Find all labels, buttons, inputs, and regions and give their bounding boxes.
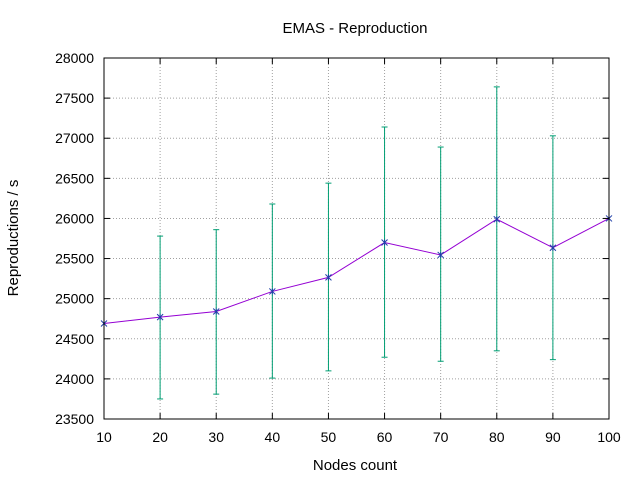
y-tick-label: 26500 xyxy=(55,170,94,186)
data-point xyxy=(381,239,388,246)
error-bars xyxy=(157,86,556,400)
data-point xyxy=(549,244,557,252)
y-tick-label: 26000 xyxy=(55,210,94,226)
x-tick-label: 30 xyxy=(208,429,224,445)
y-axis-label: Reproductions / s xyxy=(5,180,22,297)
x-tick-label: 20 xyxy=(152,429,168,445)
data-point xyxy=(437,251,445,259)
data-point xyxy=(268,288,276,295)
y-tick-label: 23500 xyxy=(55,411,94,427)
data-point xyxy=(212,308,220,315)
series-lines xyxy=(103,218,610,325)
y-tick-label: 24500 xyxy=(55,331,94,347)
y-tick-label: 27000 xyxy=(55,130,94,146)
x-tick-label: 90 xyxy=(545,429,561,445)
y-tick-label: 24000 xyxy=(55,371,94,387)
x-tick-label: 50 xyxy=(321,429,337,445)
data-point xyxy=(493,215,501,223)
y-tick-label: 27500 xyxy=(55,90,94,106)
data-point xyxy=(156,313,164,321)
series-line xyxy=(103,218,610,325)
y-tick-label: 28000 xyxy=(55,50,94,66)
y-tick-labels: 23500 24000 24500 25000 25500 26000 26500 27000… xyxy=(55,50,94,427)
data-markers xyxy=(100,215,613,327)
x-tick-label: 10 xyxy=(96,429,112,445)
x-axis-label: Nodes count xyxy=(313,457,398,474)
chart-title: EMAS - Reproduction xyxy=(282,20,427,37)
x-tick-label: 40 xyxy=(265,429,281,445)
x-tick-labels: 10 20 30 40 50 60 70 80 90 100 xyxy=(96,429,621,445)
x-tick-label: 60 xyxy=(377,429,393,445)
x-tick-label: 80 xyxy=(489,429,505,445)
data-point xyxy=(325,274,332,281)
y-tick-label: 25000 xyxy=(55,291,94,307)
axis-ticks xyxy=(103,57,610,420)
plot-frame xyxy=(103,57,610,420)
x-tick-label: 100 xyxy=(597,429,621,445)
y-tick-label: 25500 xyxy=(55,251,94,267)
grid xyxy=(104,58,609,419)
x-tick-label: 70 xyxy=(433,429,449,445)
